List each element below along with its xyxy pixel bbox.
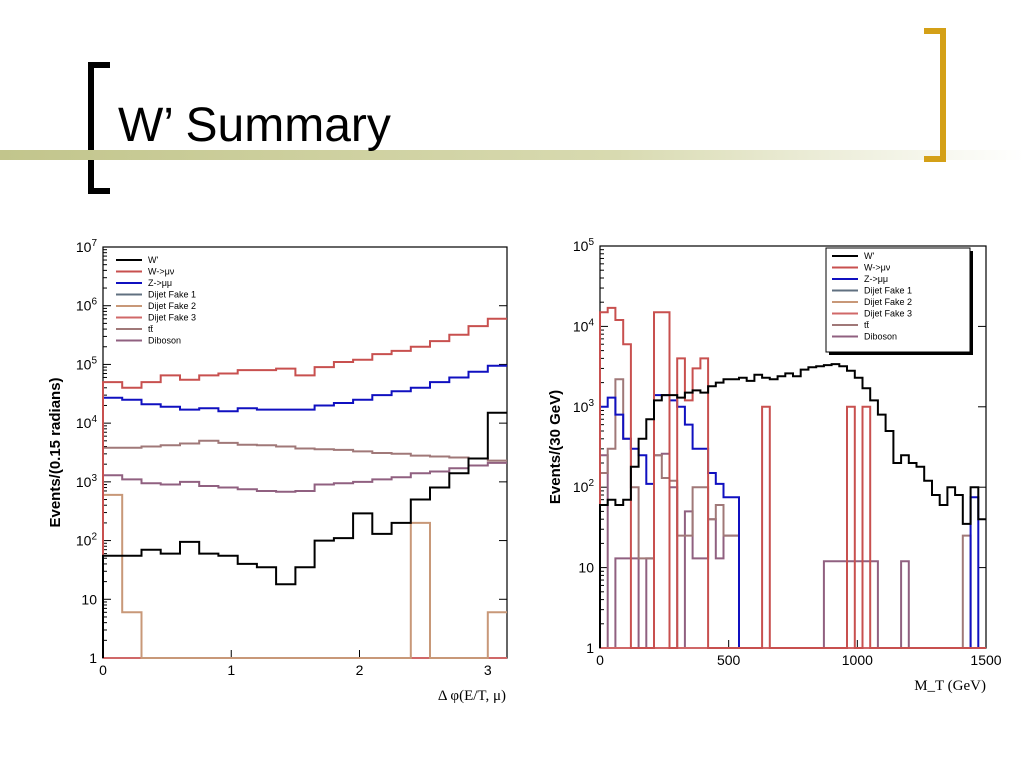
x-tick-label: 500 [717,652,741,668]
x-tick-label: 3 [484,662,492,678]
legend-label-diboson: Diboson [864,332,897,342]
legend-label-tt: tt̄ [148,324,154,334]
title-underline-rule [0,150,1024,160]
legend-label-dijet-fake-2: Dijet Fake 2 [148,301,196,311]
series-dijet-fake-2-line [102,493,507,659]
legend-label-z: Z->μμ [148,278,172,288]
x-tick-label: 1000 [842,652,873,668]
y-axis-label: Events/(0.15 radians) [47,377,64,527]
legend-label-tt: tt̄ [864,320,870,330]
y-tick-label: 1 [586,640,594,656]
x-tick-label: 1 [227,662,235,678]
y-tick-label: 105 [573,237,595,254]
left-bracket-decoration [88,62,110,194]
x-axis-label: M_T (GeV) [914,678,986,694]
series-w-line [102,411,507,658]
y-tick-label: 10 [81,591,97,607]
series-tt-line [102,439,507,658]
x-tick-label: 0 [596,652,604,668]
y-axis-label: Events/(30 GeV) [547,390,564,504]
y-tick-label: 1 [89,650,97,666]
legend-box [825,247,971,353]
series-w-line [599,363,986,648]
y-tick-label: 103 [573,398,595,415]
plot-frame [102,246,508,659]
slide-title: W’ Summary [118,99,391,152]
series-diboson-line [102,461,507,658]
series-w-line [599,306,986,649]
legend-label-diboson: Diboson [148,336,181,346]
y-tick-label: 104 [573,317,595,334]
legend-label-w: W->μν [148,267,175,277]
x-axis-label: Δ φ(E/T, μ) [438,688,506,704]
x-tick-label: 0 [99,662,107,678]
legend-label-w: W->μν [864,263,891,273]
legend-label-dijet-fake-3: Dijet Fake 3 [864,309,912,319]
x-tick-label: 1500 [970,652,1001,668]
legend-label-w: W' [148,255,158,265]
legend-label-dijet-fake-1: Dijet Fake 1 [864,286,912,296]
x-tick-label: 2 [356,662,364,678]
y-tick-label: 102 [573,478,595,495]
right-bracket-decoration [924,28,946,162]
legend-label-dijet-fake-2: Dijet Fake 2 [864,297,912,307]
legend-label-z: Z->μμ [864,274,888,284]
legend-label-dijet-fake-1: Dijet Fake 1 [148,290,196,300]
legend-label-w: W' [864,251,874,261]
y-tick-label: 10 [578,560,594,576]
legend-label-dijet-fake-3: Dijet Fake 3 [148,313,196,323]
series-z-line [102,364,507,658]
series-w-line [102,317,507,658]
